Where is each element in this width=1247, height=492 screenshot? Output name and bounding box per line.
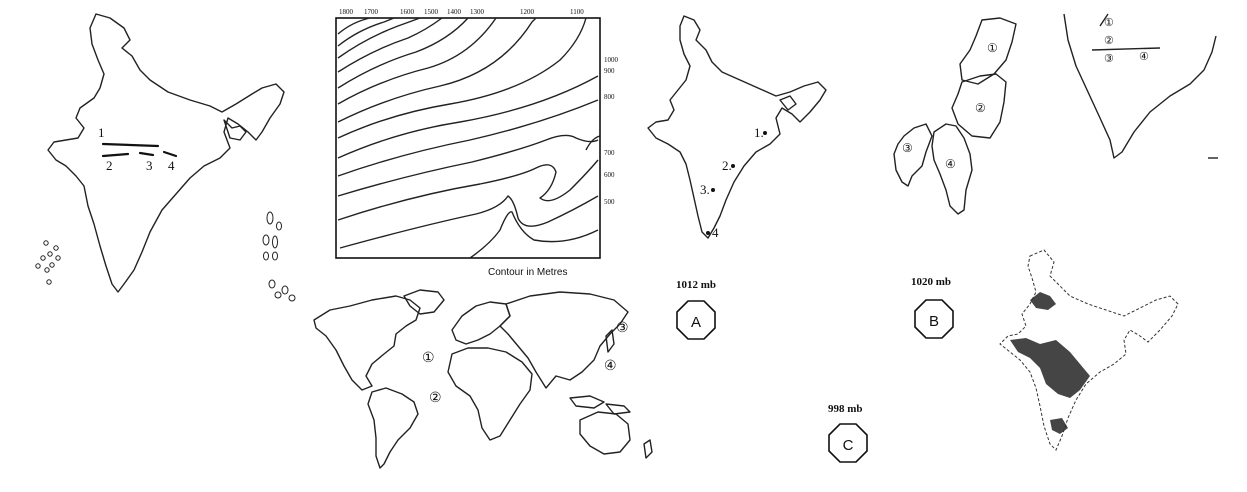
pressure-a-label: A xyxy=(691,314,701,331)
contour-label-500: 500 xyxy=(604,198,615,206)
contour-label-1600: 1600 xyxy=(400,8,415,16)
contour-frame xyxy=(335,17,601,259)
state-4 xyxy=(931,123,973,215)
contour-label-1500: 1500 xyxy=(424,8,439,16)
lakshadweep-islands xyxy=(35,240,61,285)
india1-label-4: 4 xyxy=(168,158,175,173)
state-3 xyxy=(893,123,933,187)
pressure-c-label: C xyxy=(843,437,854,454)
point-2 xyxy=(731,164,735,168)
line-4 xyxy=(162,150,178,158)
india1-label-2: 2 xyxy=(106,158,113,173)
india-map-shaded xyxy=(999,249,1179,451)
contour-map xyxy=(335,17,601,259)
point-1 xyxy=(763,131,767,135)
india1-label-1: 1 xyxy=(98,125,105,140)
states-label-2: ② xyxy=(975,101,986,115)
contour-label-700: 700 xyxy=(604,149,615,157)
line-1 xyxy=(101,142,160,148)
contour-caption: Contour in Metres xyxy=(488,267,567,278)
shaded-region-central xyxy=(1010,338,1090,398)
contour-label-900: 900 xyxy=(604,67,615,75)
pressure-a-value: 1012 mb xyxy=(676,279,716,291)
contour-label-600: 600 xyxy=(604,171,615,179)
india2-label-3: 3. xyxy=(700,182,710,197)
peninsula-label-1: ① xyxy=(1104,17,1114,29)
state-1 xyxy=(959,17,1017,85)
india-map-2-points xyxy=(706,131,767,235)
world-map xyxy=(313,289,653,469)
contour-label-1200: 1200 xyxy=(520,8,535,16)
states-label-3: ③ xyxy=(902,141,913,155)
contour-label-1700: 1700 xyxy=(364,8,379,16)
states-label-4: ④ xyxy=(945,157,956,171)
shaded-region-north xyxy=(1030,292,1056,310)
india2-label-1: 1. xyxy=(754,125,764,140)
andaman-islands xyxy=(262,211,296,302)
pressure-c-value: 998 mb xyxy=(828,403,863,415)
contour-label-1100: 1100 xyxy=(570,8,584,16)
pressure-c-octagon xyxy=(828,423,868,463)
peninsula-label-4: ④ xyxy=(1139,51,1149,63)
states-figure xyxy=(893,17,1017,215)
world-label-1: ① xyxy=(422,351,435,366)
world-label-4: ④ xyxy=(604,359,617,374)
contour-label-800: 800 xyxy=(604,93,615,101)
point-4 xyxy=(706,231,710,235)
contour-label-1800: 1800 xyxy=(339,8,354,16)
pressure-a-octagon xyxy=(676,300,716,340)
state-2 xyxy=(951,73,1007,139)
india-map-outline-1 xyxy=(47,13,285,293)
point-3 xyxy=(711,188,715,192)
contour-right-labels: 1000 900 800 700 600 500 xyxy=(604,56,619,206)
world-label-2: ② xyxy=(429,391,442,406)
world-label-3: ③ xyxy=(616,321,629,336)
india2-label-2: 2. xyxy=(722,158,732,173)
contour-label-1400: 1400 xyxy=(447,8,462,16)
contour-label-1300: 1300 xyxy=(470,8,485,16)
pressure-b-octagon xyxy=(914,299,954,339)
pressure-b-label: B xyxy=(929,313,939,330)
line-3 xyxy=(138,151,155,157)
shaded-region-south xyxy=(1050,418,1068,434)
pressure-b-value: 1020 mb xyxy=(911,276,951,288)
peninsula-label-3: ③ xyxy=(1104,53,1114,65)
india-map-1-lines xyxy=(101,142,178,158)
line-2 xyxy=(101,152,130,158)
india-map-outline-2 xyxy=(647,15,827,239)
india2-label-4: 4 xyxy=(712,225,719,240)
india1-label-3: 3 xyxy=(146,158,153,173)
contour-label-1000: 1000 xyxy=(604,56,619,64)
contour-top-labels: 1800 1700 1600 1500 1400 1300 1200 1100 xyxy=(339,8,584,16)
peninsula-figure xyxy=(1063,13,1218,159)
peninsula-label-2: ② xyxy=(1104,35,1114,47)
states-label-1: ① xyxy=(987,41,998,55)
